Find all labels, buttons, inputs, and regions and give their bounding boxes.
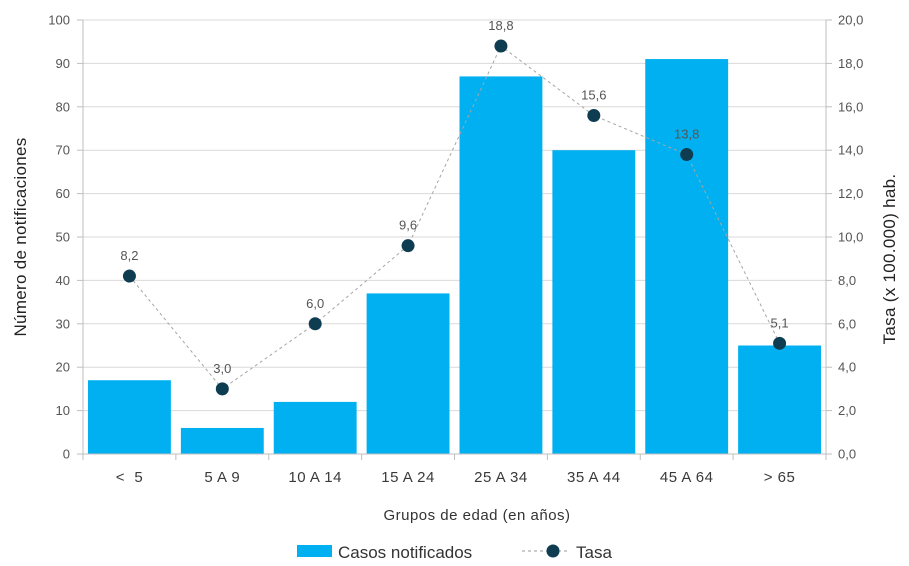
y-right-tick-label: 8,0 xyxy=(838,273,856,288)
bar xyxy=(645,59,729,455)
y-left-tick-label: 90 xyxy=(56,56,70,71)
bar xyxy=(552,150,636,454)
y-right-tick-label: 0,0 xyxy=(838,447,856,462)
y-right-tick-label: 20,0 xyxy=(838,13,863,28)
bar xyxy=(459,76,543,455)
line-series: 8,2 3,0 6,0 9,6 18,8 15,6 13,8 5,1 xyxy=(120,18,789,396)
tasa-data-label: 13,8 xyxy=(674,127,699,142)
y-right-tick-label: 10,0 xyxy=(838,230,863,245)
tasa-data-label: 3,0 xyxy=(213,361,231,376)
y-axis-left-title: Número de notificaciones xyxy=(11,137,30,336)
legend-marker-tasa xyxy=(546,544,560,558)
y-right-tick-label: 6,0 xyxy=(838,316,856,331)
tasa-point xyxy=(587,108,601,122)
y-left-tick-label: 100 xyxy=(48,13,70,28)
x-tick-label: 25 A 34 xyxy=(474,469,528,486)
legend-label-tasa: Tasa xyxy=(576,543,612,561)
legend: Casos notificados Tasa xyxy=(297,543,612,562)
tasa-data-label: 9,6 xyxy=(399,218,417,233)
y-left-tick-label: 60 xyxy=(56,186,70,201)
y-left-tick-label: 40 xyxy=(56,273,70,288)
x-tick-label: 15 A 24 xyxy=(381,469,435,486)
y-left-tick-label: 10 xyxy=(56,403,70,418)
axis-labels: Número de notificaciones Tasa (x 100.000… xyxy=(11,137,899,524)
bar xyxy=(180,427,264,454)
y-right-tick-label: 14,0 xyxy=(838,143,863,158)
tasa-data-label: 6,0 xyxy=(306,296,324,311)
y-right-tick-label: 16,0 xyxy=(838,99,863,114)
y-left-tick-label: 20 xyxy=(56,360,70,375)
tasa-point xyxy=(494,39,508,53)
x-tick-label: 10 A 14 xyxy=(288,469,342,486)
bar-series xyxy=(88,59,821,455)
tasa-data-label: 5,1 xyxy=(771,315,789,330)
tasa-point xyxy=(680,148,694,162)
legend-swatch-casos xyxy=(297,545,332,557)
tasa-point xyxy=(308,317,322,331)
tasa-data-label: 8,2 xyxy=(120,248,138,263)
bar xyxy=(273,401,357,454)
bar xyxy=(366,293,450,454)
x-tick-label: < 5 xyxy=(116,469,143,486)
y-axis-right-title: Tasa (x 100.000) hab. xyxy=(880,174,899,345)
tasa-point xyxy=(401,239,415,253)
tasa-data-label: 15,6 xyxy=(581,87,606,102)
axes: 0 10 20 30 40 50 60 70 80 90 100 0,0 2,0 4,0 6,0 8,0 10,… xyxy=(48,13,863,487)
legend-label-casos: Casos notificados xyxy=(338,543,472,561)
y-left-tick-label: 50 xyxy=(56,230,70,245)
gridlines xyxy=(83,19,826,412)
y-right-tick-label: 18,0 xyxy=(838,56,863,71)
tasa-point xyxy=(122,269,136,283)
y-left-tick-label: 70 xyxy=(56,143,70,158)
x-axis-title: Grupos de edad (en años) xyxy=(383,507,570,524)
tasa-point xyxy=(215,382,229,396)
y-left-tick-label: 30 xyxy=(56,316,70,331)
x-tick-label: 35 A 44 xyxy=(567,469,621,486)
x-tick-label: > 65 xyxy=(764,469,796,486)
y-right-tick-label: 12,0 xyxy=(838,186,863,201)
tasa-point xyxy=(773,336,787,350)
x-tick-label: 45 A 64 xyxy=(660,469,714,486)
bar xyxy=(738,345,821,454)
tasa-data-label: 18,8 xyxy=(488,18,513,33)
y-right-tick-label: 4,0 xyxy=(838,360,856,375)
bar xyxy=(88,380,171,454)
y-left-tick-label: 0 xyxy=(63,447,70,462)
x-tick-label: 5 A 9 xyxy=(204,469,240,486)
y-left-tick-label: 80 xyxy=(56,99,70,114)
y-right-tick-label: 2,0 xyxy=(838,403,856,418)
